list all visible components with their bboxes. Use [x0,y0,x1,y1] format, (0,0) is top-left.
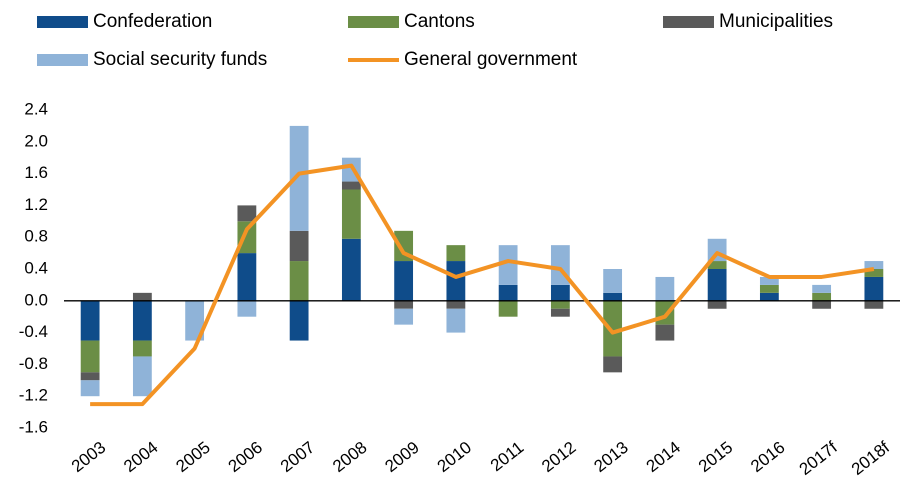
bar-segment [341,181,361,190]
bar-segment [864,300,884,309]
bar-segment [80,300,100,341]
y-tick-label: -1.6 [19,417,48,436]
y-tick-label: 1.2 [24,195,48,214]
legend-label: General government [404,49,578,70]
line-series [90,163,875,407]
bar-segment [80,380,100,397]
bar-segment [864,269,884,277]
bar-segment [707,300,727,309]
bar-segment [603,269,623,293]
bar-segment [498,284,518,301]
y-tick-label: 1.6 [24,163,48,182]
bar-segment [812,292,832,301]
bar-segment [864,261,884,269]
x-tick-label: 2013 [590,438,632,476]
bar-segment [341,238,361,301]
x-tick-label: 2007 [277,438,319,476]
legend-label: Social security funds [93,49,267,70]
legend-marker [37,54,88,66]
legend-label: Confederation [93,11,212,32]
bar-segment [707,269,727,301]
legend-marker [37,16,88,28]
legend-marker [348,16,399,28]
bar-segment [289,300,309,341]
bar-segment [446,300,466,309]
y-tick-label: 2.0 [24,131,48,150]
x-tick-label: 2009 [381,438,423,476]
bar-segment [550,308,570,317]
bar-segment [341,189,361,239]
bar-segment [394,261,414,301]
bar-segment [80,340,100,373]
bar-segment [289,125,309,231]
bar-segment [864,276,884,301]
x-tick-label: 2010 [434,438,476,476]
bar-segment [759,292,779,301]
x-tick-label: 2008 [329,438,371,476]
legend-label: Municipalities [719,11,833,32]
bar-segment [394,308,414,325]
x-tick-label: 2003 [68,438,110,476]
bar-segment [655,300,675,325]
y-tick-label: -0.4 [19,322,48,341]
bar-segment [759,284,779,293]
x-tick-label: 2004 [120,438,162,476]
bar-segment [550,300,570,309]
y-tick-label: -1.2 [19,386,48,405]
legend-label: Cantons [404,11,475,32]
bar-segment [237,300,257,317]
bar-segment [603,292,623,301]
x-tick-label: 2016 [747,438,789,476]
y-tick-label: -0.8 [19,354,48,373]
bar-segment [132,356,152,397]
bar-segment [185,300,205,341]
y-tick-label: 0.0 [24,290,48,309]
bar-segment [394,300,414,309]
x-tick-label: 2012 [538,438,580,476]
bar-segment [132,292,152,301]
bar-segment [237,253,257,301]
legend-marker [663,16,714,28]
bar-segment [289,230,309,262]
x-tick-label: 2005 [172,438,214,476]
x-tick-label: 2015 [695,438,737,476]
y-tick-label: 2.4 [24,99,48,118]
bar-segment [498,300,518,317]
x-tick-label: 2014 [643,438,685,476]
x-tick-label: 2017f [796,438,841,479]
bar-segment [812,284,832,293]
bar-segment [707,261,727,269]
x-tick-label: 2011 [487,438,528,475]
bar-segment [655,324,675,341]
x-tick-label: 2006 [225,438,267,476]
bar-segment [812,300,832,309]
bar-segment [603,356,623,373]
bar-segment [132,300,152,341]
bar-segment [498,245,518,285]
bar-segment [132,340,152,357]
bar-segment [446,261,466,301]
bar-segment [80,372,100,381]
y-tick-label: 0.8 [24,227,48,246]
bar-segment [446,308,466,333]
bar-segment [550,284,570,301]
x-tick-label: 2018f [848,438,893,479]
bar-segment [655,276,675,301]
bar-segment [603,300,623,357]
bar-segment [759,276,779,285]
y-tick-label: 0.4 [24,258,48,277]
bar-segment [289,261,309,301]
bar-segment [237,205,257,222]
bar-segment [446,245,466,262]
bar-segment [237,221,257,254]
